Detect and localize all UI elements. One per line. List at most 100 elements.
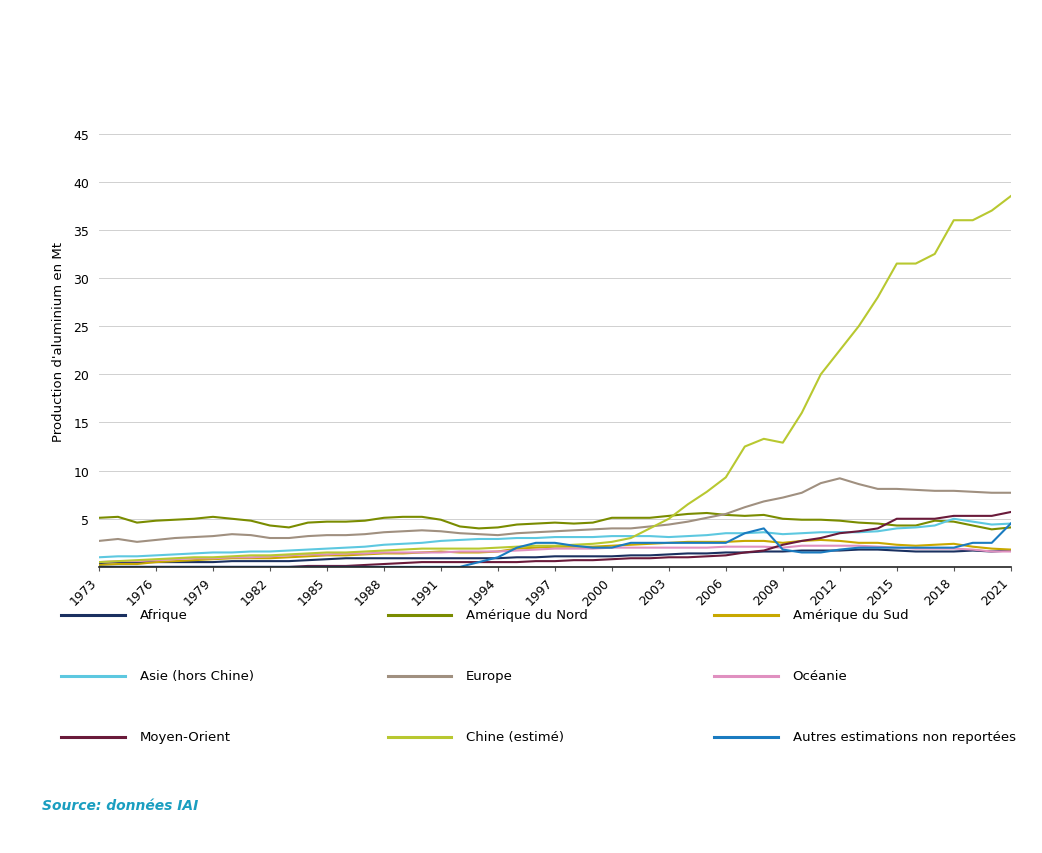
Afrique — [758, 547, 770, 557]
Europe — [681, 517, 694, 527]
Europe — [93, 537, 105, 547]
Moyen-Orient — [605, 554, 618, 565]
Text: Chine (estimé): Chine (estimé) — [466, 731, 564, 744]
Autres estimations non reportées — [340, 562, 352, 572]
Autres estimations non reportées — [453, 562, 466, 572]
Europe — [340, 531, 352, 541]
Amérique du Nord — [511, 519, 523, 530]
Chine (estimé) — [321, 548, 333, 558]
Amérique du Sud — [739, 537, 751, 547]
Asie (hors Chine) — [416, 538, 428, 548]
Afrique — [624, 550, 637, 560]
Afrique — [453, 554, 466, 564]
Amérique du Nord — [834, 516, 846, 526]
Europe — [435, 526, 447, 537]
Océanie — [834, 541, 846, 551]
Amérique du Nord — [700, 508, 713, 519]
Line: Amérique du Sud: Amérique du Sud — [99, 540, 1011, 566]
Océanie — [282, 550, 295, 560]
Océanie — [986, 547, 998, 557]
Line: Asie (hors Chine): Asie (hors Chine) — [99, 519, 1011, 558]
Autres estimations non reportées — [910, 543, 922, 553]
Afrique — [511, 553, 523, 563]
Afrique — [986, 547, 998, 557]
Amérique du Nord — [282, 523, 295, 533]
Amérique du Sud — [492, 547, 504, 557]
Europe — [473, 530, 486, 540]
Amérique du Nord — [815, 515, 827, 525]
Autres estimations non reportées — [947, 543, 960, 553]
Asie (hors Chine) — [453, 535, 466, 545]
Asie (hors Chine) — [245, 547, 257, 557]
Europe — [206, 531, 219, 542]
Moyen-Orient — [529, 556, 542, 566]
Afrique — [739, 548, 751, 558]
Amérique du Nord — [605, 513, 618, 523]
Autres estimations non reportées — [130, 562, 143, 572]
Autres estimations non reportées — [758, 524, 770, 534]
Océanie — [548, 544, 561, 554]
Océanie — [587, 544, 599, 554]
Chine (estimé) — [188, 553, 200, 563]
Chine (estimé) — [871, 293, 884, 303]
Océanie — [1004, 547, 1017, 557]
Asie (hors Chine) — [150, 550, 163, 560]
Afrique — [529, 553, 542, 563]
Afrique — [587, 552, 599, 562]
Moyen-Orient — [681, 553, 694, 563]
Amérique du Sud — [358, 549, 371, 560]
Europe — [568, 525, 580, 536]
Amérique du Sud — [986, 544, 998, 554]
Chine (estimé) — [928, 250, 941, 260]
Océanie — [150, 555, 163, 566]
Text: Europe: Europe — [466, 670, 513, 682]
Asie (hors Chine) — [986, 519, 998, 530]
Amérique du Sud — [264, 554, 276, 564]
Océanie — [302, 549, 315, 560]
Moyen-Orient — [169, 562, 181, 572]
Chine (estimé) — [852, 322, 865, 332]
Chine (estimé) — [624, 533, 637, 543]
Asie (hors Chine) — [511, 533, 523, 543]
Océanie — [226, 553, 239, 563]
Chine (estimé) — [681, 500, 694, 510]
Europe — [321, 531, 333, 541]
Asie (hors Chine) — [377, 540, 390, 550]
Moyen-Orient — [795, 537, 808, 547]
Chine (estimé) — [340, 548, 352, 558]
Chine (estimé) — [720, 473, 733, 483]
Autres estimations non reportées — [587, 543, 599, 553]
Afrique — [377, 554, 390, 564]
Océanie — [453, 547, 466, 557]
Océanie — [739, 542, 751, 552]
Amérique du Sud — [587, 542, 599, 552]
Amérique du Sud — [605, 541, 618, 551]
Amérique du Sud — [302, 552, 315, 562]
Océanie — [111, 556, 124, 566]
Amérique du Nord — [130, 518, 143, 528]
Amérique du Nord — [377, 513, 390, 523]
Afrique — [282, 556, 295, 566]
Amérique du Sud — [834, 537, 846, 547]
Line: Autres estimations non reportées: Autres estimations non reportées — [99, 524, 1011, 567]
Afrique — [815, 546, 827, 556]
Océanie — [169, 554, 181, 565]
Afrique — [93, 558, 105, 568]
Europe — [605, 524, 618, 534]
Afrique — [967, 546, 979, 556]
Océanie — [758, 542, 770, 552]
Asie (hors Chine) — [529, 533, 542, 543]
Océanie — [93, 557, 105, 567]
Amérique du Nord — [416, 512, 428, 522]
Europe — [644, 522, 656, 532]
Europe — [548, 526, 561, 537]
Chine (estimé) — [245, 550, 257, 560]
Amérique du Nord — [720, 510, 733, 520]
Moyen-Orient — [568, 555, 580, 566]
Afrique — [416, 554, 428, 564]
Asie (hors Chine) — [852, 527, 865, 537]
Moyen-Orient — [130, 562, 143, 572]
Line: Afrique: Afrique — [99, 550, 1011, 563]
Autres estimations non reportées — [188, 562, 200, 572]
Europe — [529, 527, 542, 537]
